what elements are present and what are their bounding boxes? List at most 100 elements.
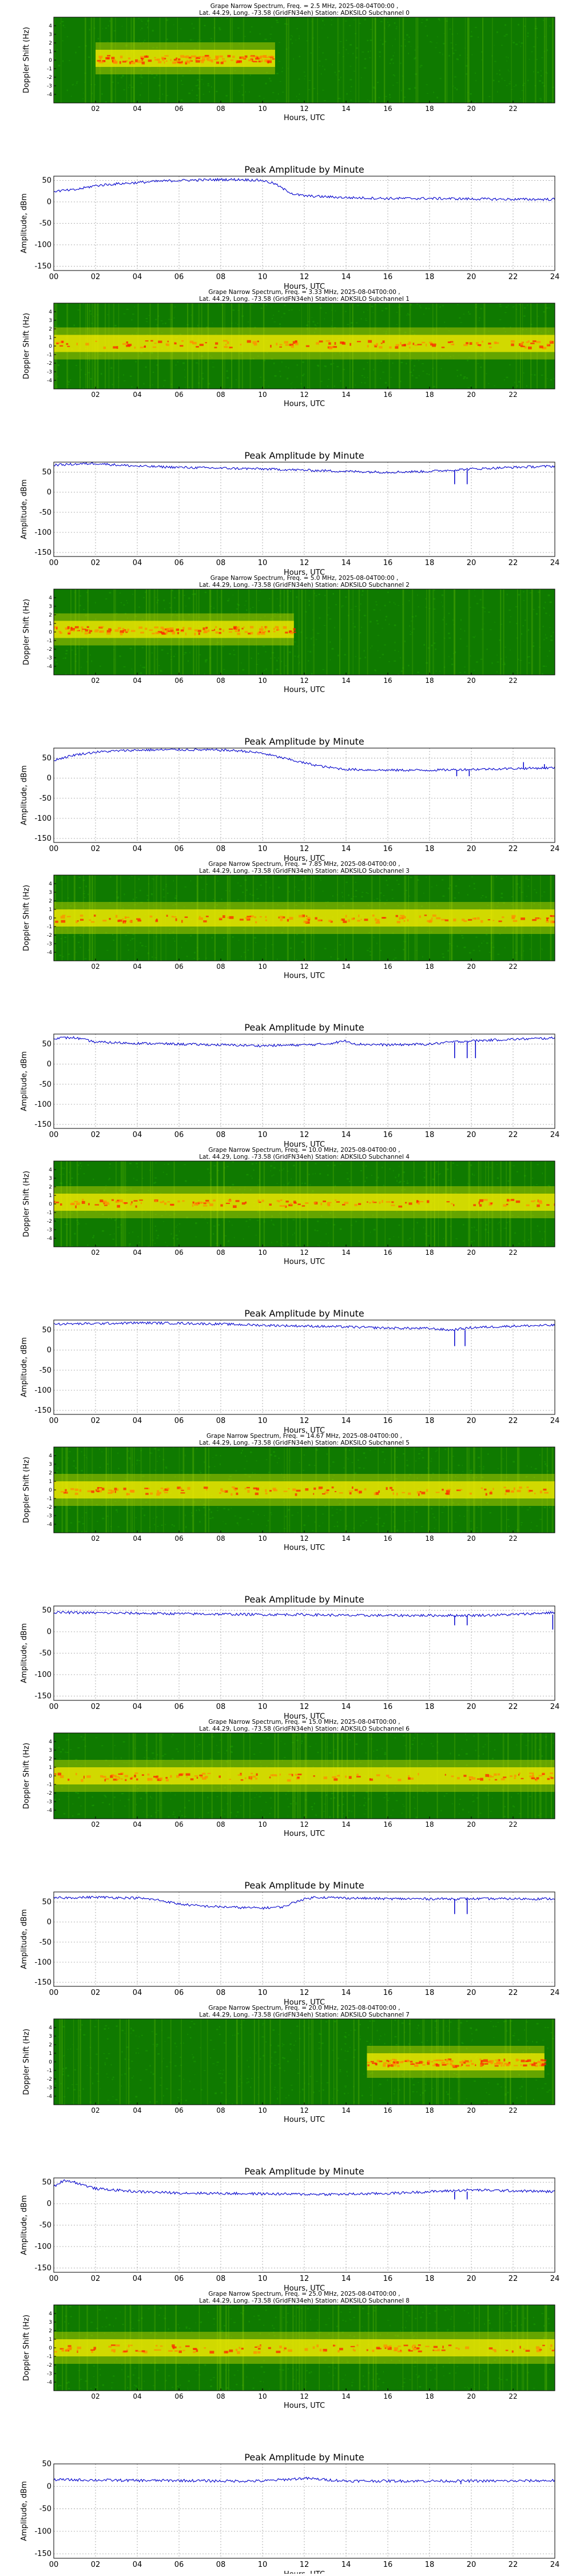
heatmap-y-tick-label: 0 [49,1488,52,1493]
heatmap-signal-core [442,347,445,348]
heatmap-signal-core [470,1493,472,1494]
heatmap-signal-core [340,919,341,920]
heatmap-noise-cell [237,603,238,604]
heatmap-noise-cell [276,22,279,23]
heatmap-noise-cell [223,646,224,647]
heatmap-noise-cell [83,303,85,304]
heatmap-x-tick-label: 02 [91,1249,100,1257]
heatmap-noise-cell [318,366,319,367]
heatmap-noise-cell [524,307,526,308]
heatmap-noise-cell [228,1509,229,1510]
heatmap-noise-cell [531,1466,532,1468]
heatmap-signal-core [153,347,156,348]
heatmap-noise-cell [519,304,521,305]
heatmap-streak [312,17,313,103]
heatmap-signal-core [418,1493,420,1496]
heatmap-signal-core [482,341,483,343]
heatmap-signal-core [255,1493,259,1495]
heatmap-noise-cell [523,641,524,642]
heatmap-noise-cell [491,662,492,664]
heatmap-noise-cell [189,387,190,388]
heatmap-signal-core [61,920,65,923]
heatmap-noise-cell [76,81,78,82]
heatmap-noise-cell [152,895,153,896]
heatmap-noise-cell [291,1179,292,1180]
heatmap-signal-core [453,1204,454,1206]
heatmap-noise-cell [140,942,141,943]
heatmap-signal-core [89,920,92,921]
heatmap-noise-cell [364,650,365,651]
heatmap-signal-core [119,1199,123,1202]
heatmap-signal-core [227,55,231,57]
heatmap-noise-cell [269,887,270,889]
heatmap-plot-area [54,1447,557,1535]
heatmap-signal-core [463,920,467,922]
heatmap-noise-cell [330,641,331,643]
heatmap-title-line2: Lat. 44.29, Long. -73.58 (GridFN34eh) St… [199,296,410,303]
heatmap-noise-cell [363,876,364,877]
heatmap-x-tick-label: 18 [425,677,434,685]
heatmap-noise-cell [356,47,357,49]
heatmap-noise-cell [442,953,444,955]
heatmap-noise-cell [406,1460,408,1461]
heatmap-noise-cell [517,1171,518,1172]
heatmap-title-line2: Lat. 44.29, Long. -73.58 (GridFN34eh) St… [199,10,410,17]
heatmap-noise-cell [228,1241,229,1242]
heatmap-noise-cell [432,1746,434,1747]
heatmap-noise-cell [456,945,458,947]
heatmap-noise-cell [363,1452,366,1454]
heatmap-noise-cell [539,98,542,99]
line-x-tick-label: 02 [91,1417,101,1425]
heatmap-noise-cell [343,1468,344,1469]
heatmap-noise-cell [500,878,503,880]
heatmap-noise-cell [196,363,198,364]
heatmap-noise-cell [173,317,174,319]
line-x-tick-label: 22 [509,845,518,853]
heatmap-noise-cell [185,606,186,607]
heatmap-noise-cell [65,657,66,659]
heatmap-noise-cell [340,41,342,42]
heatmap-noise-cell [188,597,190,599]
heatmap-noise-cell [367,362,368,363]
heatmap-noise-cell [439,52,440,53]
heatmap-signal-core [229,631,232,633]
heatmap-noise-cell [384,1458,386,1460]
heatmap-signal-core [405,1202,407,1204]
heatmap-streak [313,589,315,675]
heatmap-noise-cell [227,377,229,379]
line-y-tick-label: 0 [47,1346,51,1355]
heatmap-noise-cell [404,97,406,98]
heatmap-noise-cell [379,657,380,658]
heatmap-signal-core [229,916,233,919]
heatmap-noise-cell [199,1521,201,1522]
heatmap-noise-cell [330,659,331,661]
heatmap-x-tick-label: 22 [509,1249,517,1257]
heatmap-noise-cell [170,1234,172,1235]
heatmap-x-tick-label: 20 [467,963,475,971]
heatmap-noise-cell [225,1235,227,1237]
heatmap-noise-cell [533,609,535,610]
line-x-tick-label: 14 [341,1417,351,1425]
heatmap-noise-cell [288,367,289,368]
heatmap-signal-core [166,343,168,345]
heatmap-noise-cell [138,18,140,19]
heatmap-noise-cell [436,97,438,98]
heatmap-signal-core [87,626,89,628]
heatmap-noise-cell [494,45,495,46]
heatmap-noise-cell [380,378,381,379]
heatmap-noise-cell [385,619,386,621]
heatmap-signal-core [349,343,351,346]
heatmap-signal-core [493,920,495,921]
heatmap-x-tick-label: 20 [467,391,475,399]
heatmap-noise-cell [162,93,163,95]
line-x-tick-label: 06 [174,273,184,281]
heatmap-noise-cell [146,318,148,319]
heatmap-noise-cell [421,22,423,23]
heatmap-noise-cell [290,948,292,949]
heatmap-noise-cell [316,595,317,597]
heatmap-noise-cell [487,1453,488,1455]
heatmap-noise-cell [205,592,206,593]
heatmap-noise-cell [100,1467,101,1468]
heatmap-signal-core [89,630,92,632]
heatmap-noise-cell [213,608,215,609]
